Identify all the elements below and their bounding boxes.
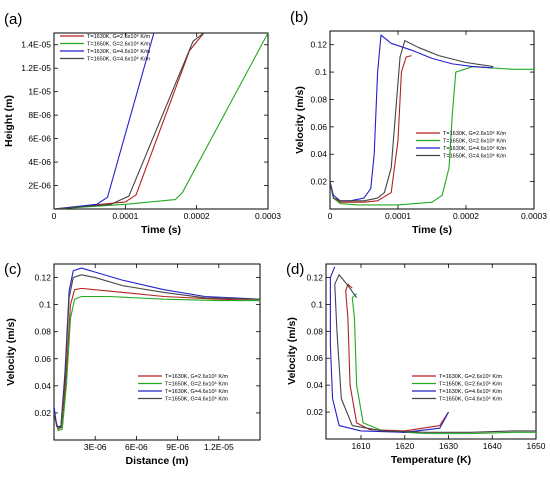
y-tick-label: 0.04 bbox=[306, 380, 323, 390]
x-tick-label: 0 bbox=[52, 211, 57, 221]
y-tick-label: 0.02 bbox=[34, 408, 51, 418]
y-tick-label: 8E-06 bbox=[28, 110, 51, 120]
y-tick-label: 0.1 bbox=[311, 299, 323, 309]
series-line-2 bbox=[54, 295, 260, 432]
series-line-1 bbox=[330, 55, 412, 203]
y-tick-label: 0.02 bbox=[310, 177, 327, 187]
y-tick-label: 0.08 bbox=[34, 327, 51, 337]
legend-label: T=1650K, G=2.6x10⁶ K/m bbox=[439, 381, 503, 388]
y-tick-label: 6E-06 bbox=[28, 134, 51, 144]
legend: T=1630K, G=2.6x10⁶ K/mT=1650K, G=2.6x10⁶… bbox=[416, 130, 507, 160]
y-tick-label: 0.04 bbox=[34, 381, 51, 391]
legend-label: T=1650K, G=4.6x10⁶ K/m bbox=[87, 56, 151, 63]
plot-frame bbox=[53, 263, 261, 441]
x-axis-label: Distance (m) bbox=[125, 455, 188, 467]
chart-panel-b: 0 0.0001 0.0002 0.0003 0.02 0.04 0.06 0.08 0.1 0.… bbox=[290, 9, 547, 236]
x-axis-label: Time (s) bbox=[141, 224, 181, 236]
y-tick-label: 0.04 bbox=[310, 149, 327, 159]
legend-label: T=1650K, G=4.6x10⁶ K/m bbox=[165, 396, 229, 403]
legend-label: T=1650K, G=2.6x10⁶ K/m bbox=[87, 41, 151, 48]
x-tick-label: 0 bbox=[328, 211, 333, 221]
x-tick-label: 0.0002 bbox=[453, 211, 479, 221]
y-tick-label: 0.06 bbox=[34, 354, 51, 364]
y-tick-label: 0.02 bbox=[306, 407, 323, 417]
y-tick-label: 2E-06 bbox=[28, 181, 51, 191]
y-axis-label: Velocity (m/s) bbox=[286, 317, 298, 385]
x-tick-label: 1.2E-05 bbox=[204, 442, 234, 452]
panel-label: (b) bbox=[290, 9, 308, 26]
legend-label: T=1630K, G=2.6x10⁶ K/m bbox=[165, 373, 229, 380]
legend-label: T=1630K, G=4.6x10⁶ K/m bbox=[439, 388, 503, 395]
y-tick-label: 0.1 bbox=[39, 300, 51, 310]
y-tick-label: 1.2E-05 bbox=[21, 63, 51, 73]
x-tick-label: 1650 bbox=[527, 441, 546, 451]
x-tick-label: 1610 bbox=[352, 441, 371, 451]
x-tick-label: 9E-06 bbox=[166, 442, 189, 452]
series-line-3 bbox=[54, 267, 260, 428]
y-tick-label: 0.12 bbox=[306, 272, 323, 282]
series-line-3 bbox=[54, 33, 155, 209]
series-line-4 bbox=[330, 40, 494, 202]
legend-label: T=1630K, G=2.6x10⁶ K/m bbox=[439, 373, 503, 380]
x-axis-label: Time (s) bbox=[412, 224, 452, 236]
panel-label: (d) bbox=[286, 261, 304, 278]
plot-frame bbox=[325, 263, 537, 440]
y-axis-label: Velocity (m/s) bbox=[294, 86, 306, 154]
x-tick-label: 6E-06 bbox=[125, 442, 148, 452]
y-tick-label: 1.4E-05 bbox=[21, 40, 51, 50]
y-tick-label: 0.06 bbox=[306, 353, 323, 363]
legend-label: T=1650K, G=2.6x10⁶ K/m bbox=[165, 381, 229, 388]
x-tick-label: 0.0003 bbox=[255, 211, 281, 221]
legend: T=1630K, G=2.6x10⁶ K/mT=1650K, G=2.6x10⁶… bbox=[412, 373, 503, 403]
series-line-4 bbox=[334, 274, 536, 433]
legend: T=1630K, G=2.6x10⁶ K/mT=1650K, G=2.6x10⁶… bbox=[60, 33, 151, 63]
y-tick-label: 0.12 bbox=[34, 273, 51, 283]
series-line-1 bbox=[345, 283, 449, 432]
x-tick-label: 3E-06 bbox=[84, 442, 107, 452]
y-axis-label: Height (m) bbox=[3, 95, 15, 147]
legend-label: T=1630K, G=4.6x10⁶ K/m bbox=[443, 145, 507, 152]
x-tick-label: 0.0001 bbox=[385, 211, 411, 221]
y-tick-label: 0.06 bbox=[310, 122, 327, 132]
plot-frame bbox=[53, 32, 269, 210]
x-tick-label: 0.0002 bbox=[184, 211, 210, 221]
legend-label: T=1650K, G=4.6x10⁶ K/m bbox=[443, 153, 507, 160]
legend-label: T=1630K, G=2.6x10⁶ K/m bbox=[443, 130, 507, 137]
legend-label: T=1630K, G=4.6x10⁶ K/m bbox=[165, 388, 229, 395]
plot-frame bbox=[329, 30, 535, 210]
y-tick-label: 4E-06 bbox=[28, 157, 51, 167]
x-tick-label: 1630 bbox=[439, 441, 458, 451]
y-axis-label: Velocity (m/s) bbox=[5, 318, 17, 386]
series-line-2 bbox=[54, 33, 268, 209]
chart-panel-a: 0 0.0001 0.0002 0.0003 2E-06 4E-06 6E-06 8E-06 1… bbox=[3, 11, 281, 236]
legend: T=1630K, G=2.6x10⁶ K/mT=1650K, G=2.6x10⁶… bbox=[138, 373, 229, 403]
chart-panel-c: 3E-06 6E-06 9E-06 1.2E-05 0.02 0.04 0.06 0.08 0.… bbox=[4, 261, 261, 467]
x-tick-label: 0.0003 bbox=[521, 211, 547, 221]
panel-label: (c) bbox=[4, 261, 22, 278]
series-line-4 bbox=[54, 274, 260, 429]
y-tick-label: 0.08 bbox=[310, 94, 327, 104]
panel-label: (a) bbox=[4, 11, 22, 28]
x-tick-label: 1620 bbox=[395, 441, 414, 451]
legend-label: T=1630K, G=4.6x10⁶ K/m bbox=[87, 48, 151, 55]
chart-panel-d: 1610 1620 1630 1640 1650 0.02 0.04 0.06 0.08 0.1 0… bbox=[286, 261, 546, 466]
series-line-4 bbox=[54, 33, 205, 209]
legend-label: T=1650K, G=4.6x10⁶ K/m bbox=[439, 396, 503, 403]
y-tick-label: 0.08 bbox=[306, 326, 323, 336]
legend-label: T=1630K, G=2.6x10⁶ K/m bbox=[87, 33, 151, 40]
legend-label: T=1650K, G=2.6x10⁶ K/m bbox=[443, 138, 507, 145]
x-axis-label: Temperature (K) bbox=[391, 454, 471, 466]
x-tick-label: 1640 bbox=[483, 441, 502, 451]
y-tick-label: 0.1 bbox=[315, 67, 327, 77]
x-tick-label: 0.0001 bbox=[112, 211, 138, 221]
series-line-2 bbox=[351, 293, 536, 435]
series-line-3 bbox=[329, 266, 449, 433]
y-tick-label: 1E-05 bbox=[28, 87, 51, 97]
y-tick-label: 0.12 bbox=[310, 40, 327, 50]
